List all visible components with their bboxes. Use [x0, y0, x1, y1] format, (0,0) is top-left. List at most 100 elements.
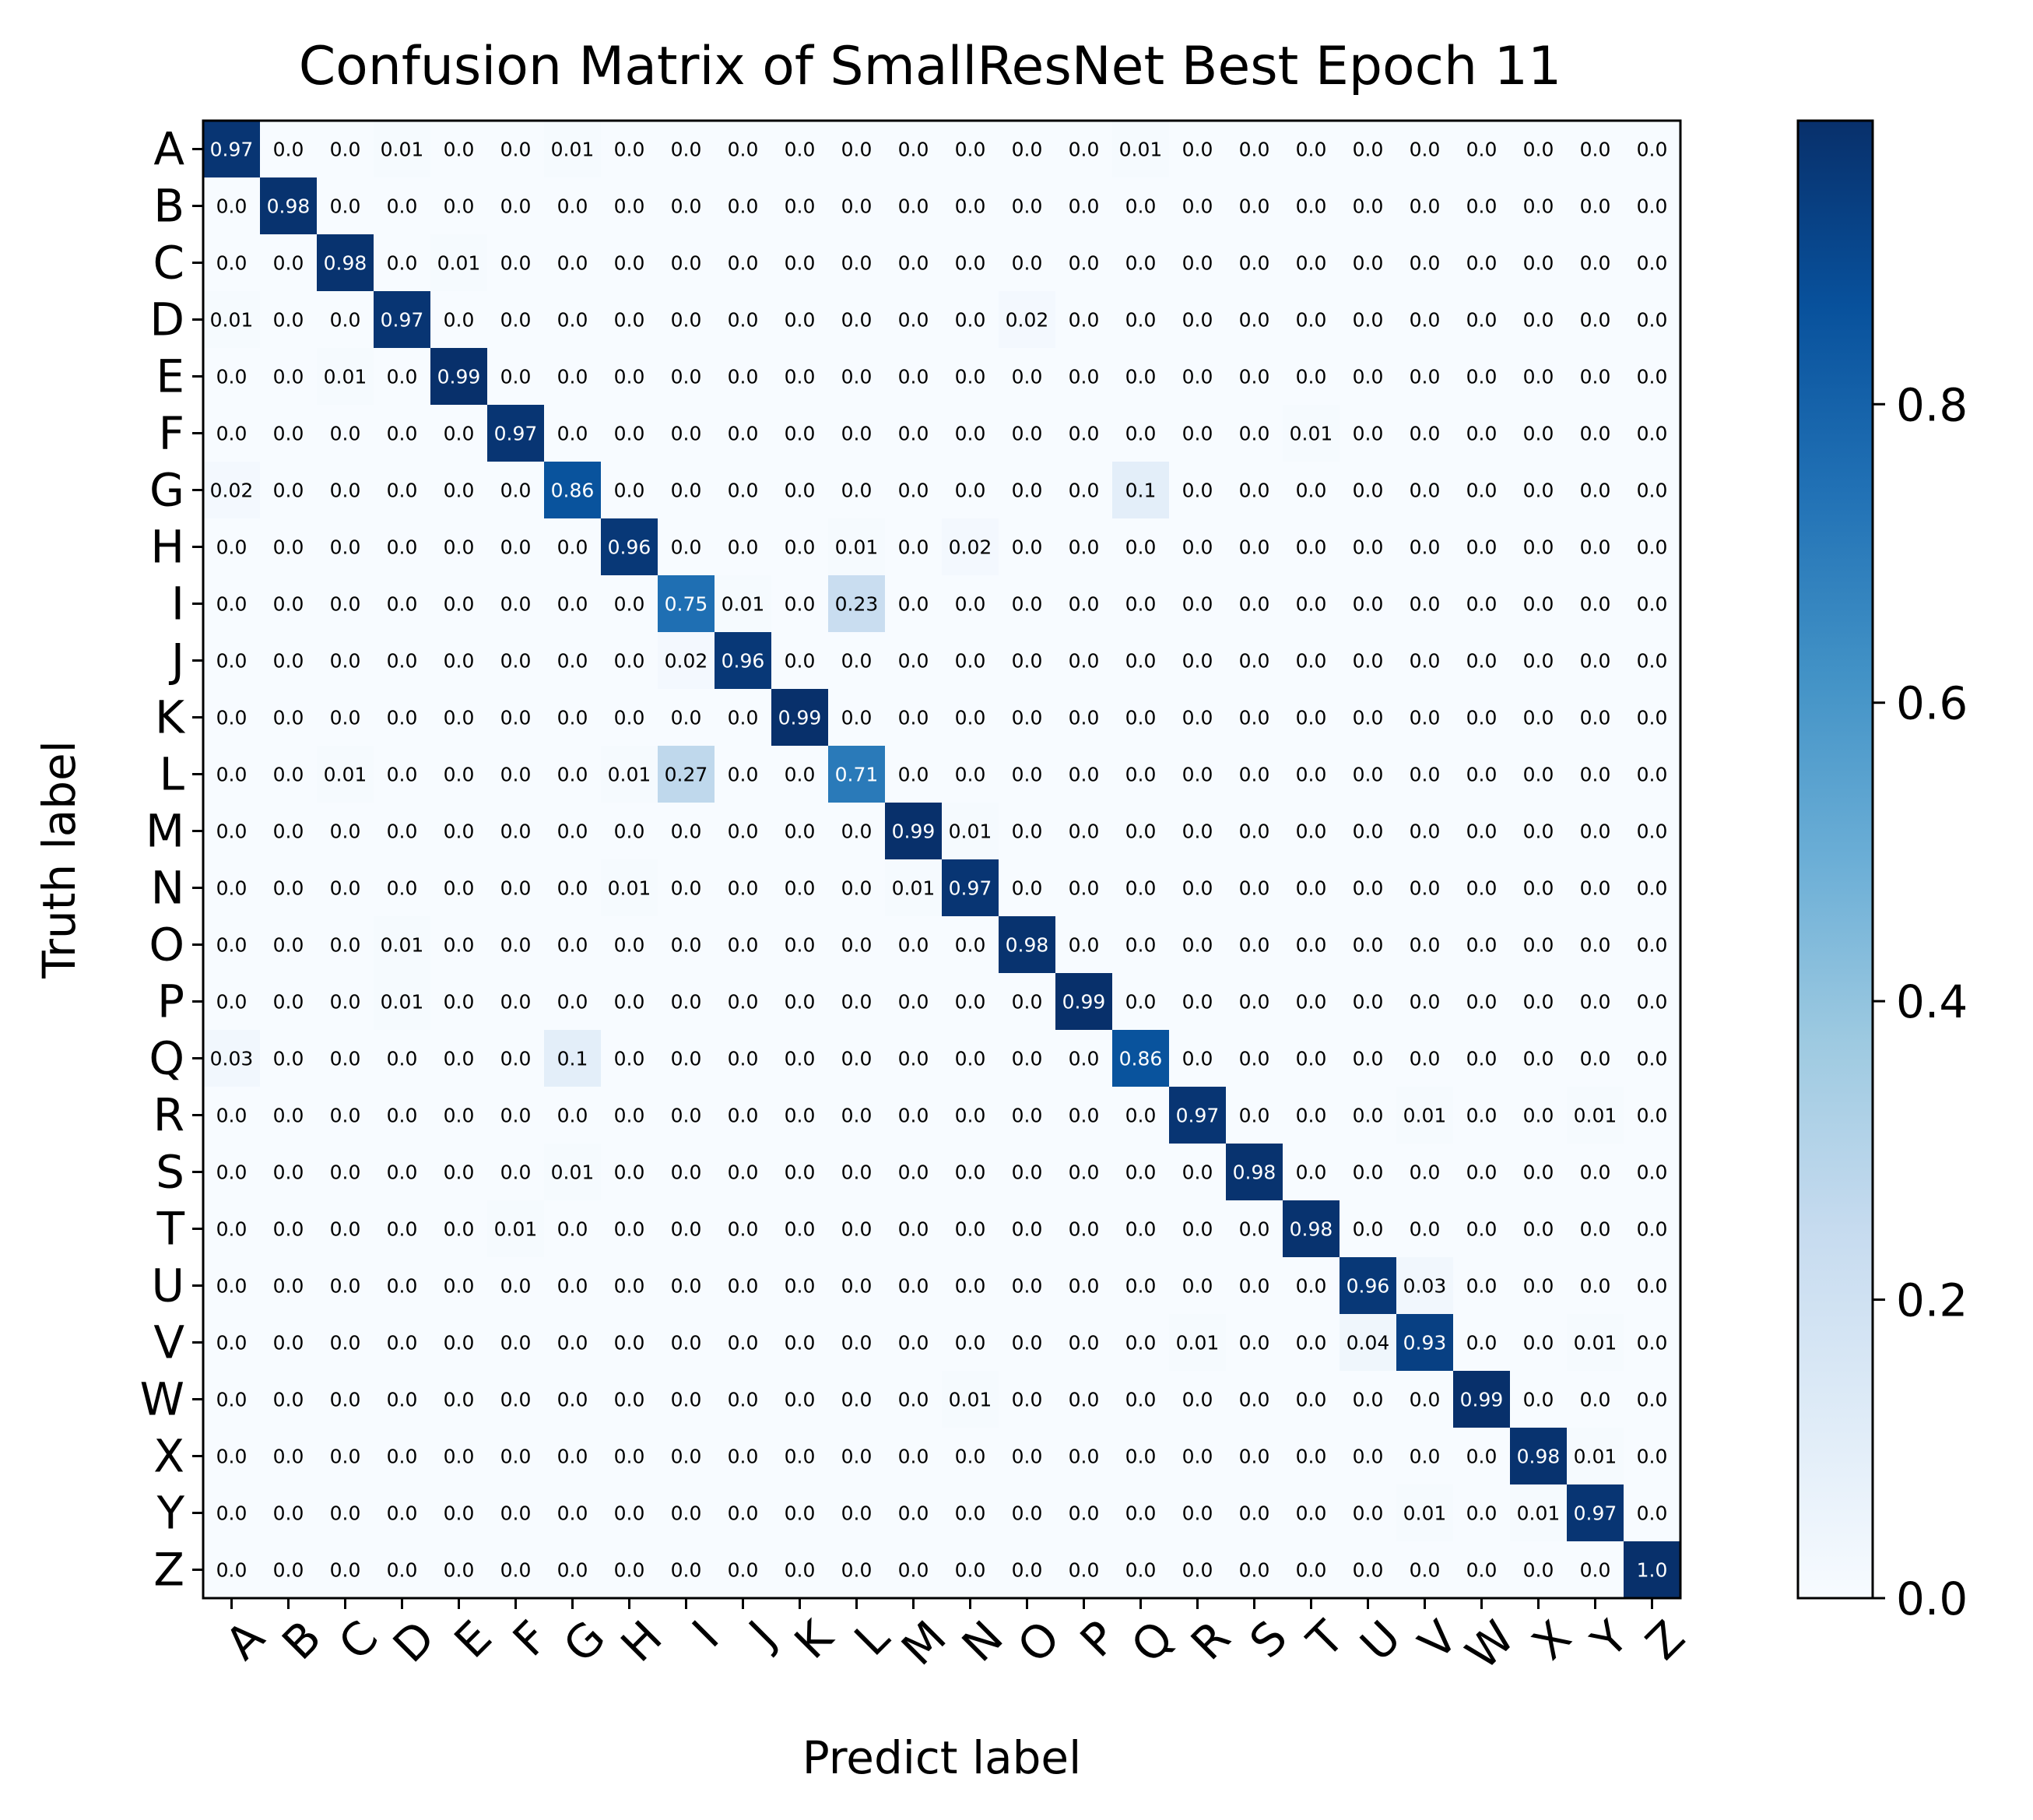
cell-B-G — [544, 177, 602, 235]
cell-C-V — [1396, 234, 1454, 292]
cell-Q-T — [1283, 1030, 1340, 1087]
cell-label: 0.0 — [1523, 252, 1554, 275]
cell-A-L — [828, 121, 886, 178]
cell-B-I — [658, 177, 715, 235]
cell-label: 0.0 — [614, 195, 645, 218]
cell-K-P — [1055, 689, 1113, 747]
cell-H-V — [1396, 518, 1454, 576]
cell-label: 0.0 — [216, 195, 248, 218]
cell-F-C — [317, 405, 374, 462]
cell-label: 0.0 — [728, 1161, 759, 1184]
x-axis-title: Predict label — [802, 1731, 1081, 1784]
cell-label: 0.0 — [1523, 820, 1554, 843]
cell-label: 0.0 — [1466, 934, 1498, 957]
cell-label: 0.01 — [892, 877, 936, 900]
cell-label: 0.0 — [1125, 991, 1157, 1014]
cell-label: 0.0 — [557, 593, 588, 616]
cell-label: 0.0 — [1239, 764, 1270, 786]
cell-label: 0.0 — [1125, 1105, 1157, 1127]
cell-A-Z — [1624, 121, 1681, 178]
cell-label: 0.0 — [728, 252, 759, 275]
cell-S-X — [1510, 1144, 1568, 1201]
cell-I-B — [260, 575, 318, 633]
cell-label: 0.0 — [1410, 593, 1441, 616]
cell-label: 0.0 — [500, 1559, 532, 1582]
cell-R-H — [601, 1087, 658, 1144]
cell-label: 0.0 — [671, 139, 702, 161]
cell-U-S — [1226, 1257, 1283, 1315]
cell-P-I — [658, 973, 715, 1031]
cell-N-O — [999, 859, 1056, 917]
y-axis-title: Truth label — [33, 740, 86, 979]
cell-label: 0.0 — [500, 877, 532, 900]
cell-O-R — [1169, 916, 1227, 974]
cell-label: 0.0 — [1353, 139, 1384, 161]
y-tick-label: U — [152, 1260, 184, 1312]
cell-A-Y — [1567, 121, 1624, 178]
cell-label: 0.0 — [1239, 1502, 1270, 1525]
cell-label: 0.0 — [273, 1048, 304, 1070]
cell-J-H — [601, 632, 658, 690]
cell-label: 0.0 — [500, 252, 532, 275]
cell-H-D — [374, 518, 431, 576]
cell-E-J — [715, 348, 772, 406]
y-tick-label: X — [153, 1430, 184, 1483]
cell-W-W — [1453, 1371, 1511, 1428]
cell-label: 0.0 — [1637, 764, 1668, 786]
cell-F-K — [771, 405, 829, 462]
cell-label: 0.0 — [955, 1559, 986, 1582]
cell-T-V — [1396, 1200, 1454, 1258]
cell-O-O — [999, 916, 1056, 974]
cell-C-X — [1510, 234, 1568, 292]
cell-J-A — [203, 632, 261, 690]
cell-label: 0.0 — [1523, 1105, 1554, 1127]
cell-label: 0.0 — [614, 991, 645, 1014]
cell-label: 0.0 — [1410, 1559, 1441, 1582]
cell-Z-Q — [1112, 1541, 1170, 1599]
cell-N-G — [544, 859, 602, 917]
cell-L-U — [1340, 746, 1397, 803]
cell-X-T — [1283, 1428, 1340, 1485]
cell-label: 0.0 — [1296, 1105, 1327, 1127]
cell-label: 0.0 — [955, 1332, 986, 1354]
cell-label: 0.98 — [1517, 1446, 1561, 1468]
cell-label: 0.0 — [898, 1332, 929, 1354]
cell-U-X — [1510, 1257, 1568, 1315]
cell-I-X — [1510, 575, 1568, 633]
cell-U-R — [1169, 1257, 1227, 1315]
cell-label: 0.0 — [1296, 991, 1327, 1014]
cell-label: 0.0 — [1580, 650, 1611, 673]
cell-K-D — [374, 689, 431, 747]
cell-label: 0.0 — [1012, 480, 1043, 502]
cell-label: 0.0 — [785, 309, 816, 332]
cell-H-L — [828, 518, 886, 576]
cell-D-W — [1453, 291, 1511, 349]
cell-label: 0.0 — [1296, 877, 1327, 900]
cell-Z-U — [1340, 1541, 1397, 1599]
x-tick-label: M — [891, 1611, 956, 1675]
cell-label: 0.0 — [1182, 423, 1213, 445]
cell-label: 0.0 — [1182, 707, 1213, 729]
cell-label: 0.0 — [1182, 252, 1213, 275]
cell-K-Z — [1624, 689, 1681, 747]
cell-label: 0.0 — [728, 764, 759, 786]
cell-O-G — [544, 916, 602, 974]
cell-Q-W — [1453, 1030, 1511, 1087]
cell-label: 0.0 — [898, 252, 929, 275]
cell-H-C — [317, 518, 374, 576]
cell-label: 0.0 — [557, 1446, 588, 1468]
cell-M-T — [1283, 803, 1340, 860]
cell-label: 0.0 — [444, 423, 475, 445]
cell-label: 0.0 — [955, 423, 986, 445]
cell-W-U — [1340, 1371, 1397, 1428]
cell-W-Y — [1567, 1371, 1624, 1428]
cell-X-B — [260, 1428, 318, 1485]
cell-label: 0.0 — [1580, 593, 1611, 616]
x-tick-label: O — [1007, 1611, 1069, 1673]
cell-label: 0.0 — [955, 650, 986, 673]
cell-label: 0.0 — [273, 593, 304, 616]
cell-label: 0.99 — [892, 820, 936, 843]
cell-E-C — [317, 348, 374, 406]
cell-G-A — [203, 462, 261, 519]
cell-label: 0.0 — [500, 309, 532, 332]
